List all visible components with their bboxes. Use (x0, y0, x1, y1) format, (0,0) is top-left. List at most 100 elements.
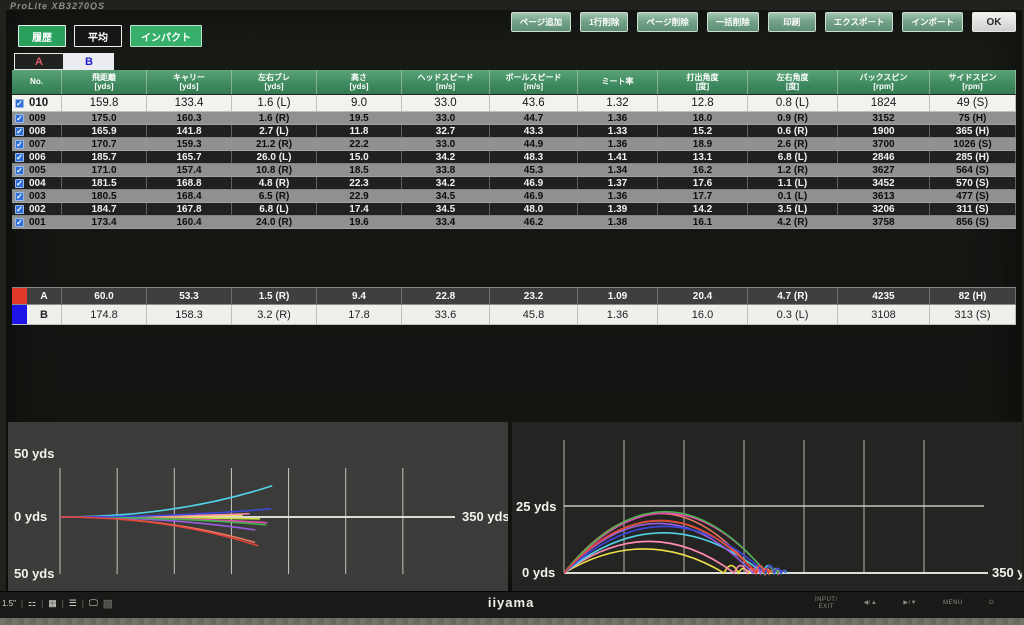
column-header: 左右ブレ [yds] (232, 70, 317, 95)
row-checkbox[interactable]: ✓ (15, 204, 24, 214)
table-cell: 33.0 (402, 95, 490, 112)
monitor-button[interactable]: ⏻ (988, 600, 994, 607)
table-cell: 48.3 (490, 151, 578, 164)
monitor-button[interactable]: ▶/▼ (903, 600, 918, 607)
table-cell: 24.0 (R) (232, 216, 317, 229)
summary-cell: 1.5 (R) (232, 288, 317, 305)
summary-cell: 313 (S) (930, 305, 1016, 325)
table-cell: 1.39 (578, 203, 658, 216)
table-row[interactable]: ✓ 010 159.8 133.4 1.6 (L) 9.0 33.0 43.6 1.32 12.8… (12, 95, 1016, 112)
table-cell: 168.4 (147, 190, 232, 203)
trajectory-line-001 (59, 516, 259, 547)
table-cell: 856 (S) (930, 216, 1016, 229)
toolbar-button[interactable]: ページ削除 (637, 12, 698, 32)
axis-tick-label: 0 yds (522, 565, 555, 580)
axis-tick-label: 50 yds (14, 566, 54, 581)
table-cell: 570 (S) (930, 177, 1016, 190)
table-row[interactable]: ✓ 001 173.4 160.4 24.0 (R) 19.6 33.4 46.2 1.38 16… (12, 216, 1016, 229)
column-unit: [m/s] (435, 82, 456, 91)
monitor-button[interactable]: ◀/▲ (863, 600, 878, 607)
table-row[interactable]: ✓ 002 184.7 167.8 6.8 (L) 17.4 34.5 48.0 1.39 14.… (12, 203, 1016, 216)
row-number-cell: ✓ 010 (12, 95, 62, 112)
column-title: キャリー (173, 72, 205, 82)
monitor-button[interactable]: MENU (943, 600, 963, 607)
column-unit: [yds] (94, 82, 114, 91)
column-header: 高さ [yds] (317, 70, 402, 95)
table-cell: 44.9 (490, 138, 578, 151)
table-cell: 1900 (838, 125, 930, 138)
toolbar-button[interactable]: エクスポート (824, 12, 894, 32)
row-checkbox[interactable]: ✓ (15, 98, 24, 108)
summary-cell: 17.8 (317, 305, 402, 325)
table-cell: 3613 (838, 190, 930, 203)
table-cell: 2.7 (L) (232, 125, 317, 138)
table-cell: 43.3 (490, 125, 578, 138)
toolbar-button[interactable]: ページ追加 (510, 12, 572, 32)
row-checkbox[interactable]: ✓ (15, 139, 24, 149)
row-checkbox[interactable]: ✓ (15, 178, 24, 188)
toolbar-button[interactable]: 1行削除 (580, 12, 629, 32)
row-checkbox[interactable]: ✓ (15, 165, 24, 175)
impact-button[interactable]: インパクト (130, 25, 202, 47)
column-title: 高さ (351, 72, 367, 82)
tab-a[interactable]: A (14, 53, 64, 70)
row-number: 004 (29, 177, 46, 189)
table-row[interactable]: ✓ 004 181.5 168.8 4.8 (R) 22.3 34.2 46.9 1.37 17.… (12, 177, 1016, 190)
table-cell: 1.41 (578, 151, 658, 164)
table-row[interactable]: ✓ 003 180.5 168.4 6.5 (R) 22.9 34.5 46.9 1.36 17.… (12, 190, 1016, 203)
table-cell: 44.7 (490, 112, 578, 125)
summary-cell: 158.3 (147, 305, 232, 325)
table-cell: 75 (H) (930, 112, 1016, 125)
row-number-cell: ✓ 006 (12, 151, 62, 164)
table-row[interactable]: ✓ 006 185.7 165.7 26.0 (L) 15.0 34.2 48.3 1.41 13… (12, 151, 1016, 164)
table-cell: 1824 (838, 95, 930, 112)
column-title: ミート率 (601, 77, 634, 87)
column-unit: [m/s] (523, 82, 544, 91)
ok-button[interactable]: OK (972, 12, 1016, 32)
table-cell: 165.7 (147, 151, 232, 164)
table-row[interactable]: ✓ 005 171.0 157.4 10.8 (R) 18.5 33.8 45.3 1.34 16… (12, 164, 1016, 177)
tab-b[interactable]: B (64, 53, 114, 70)
trajectory-arc-001 (563, 519, 773, 576)
row-number-cell: ✓ 005 (12, 164, 62, 177)
table-row[interactable]: ✓ 007 170.7 159.3 21.2 (R) 22.2 33.0 44.9 1.36 18… (12, 138, 1016, 151)
row-checkbox[interactable]: ✓ (15, 126, 24, 136)
table-cell: 1.33 (578, 125, 658, 138)
summary-row[interactable]: B 174.8 158.3 3.2 (R) 17.8 33.6 45.8 1.36 16.0 0.… (12, 305, 1016, 325)
toolbar-button[interactable]: インポート (902, 12, 963, 32)
carpet-background (0, 618, 1024, 625)
table-cell: 15.0 (317, 151, 402, 164)
table-cell: 9.0 (317, 95, 402, 112)
average-button[interactable]: 平均 (74, 25, 122, 47)
table-cell: 1.36 (578, 138, 658, 151)
history-button[interactable]: 履歴 (18, 25, 66, 47)
row-number-cell: ✓ 009 (12, 112, 62, 125)
table-cell: 17.4 (317, 203, 402, 216)
toolbar-button[interactable]: 印刷 (767, 12, 816, 32)
column-header: ヘッドスピード [m/s] (402, 70, 490, 95)
toolbar-button[interactable]: 一括削除 (706, 12, 759, 32)
table-cell: 564 (S) (930, 164, 1016, 177)
table-cell: 168.8 (147, 177, 232, 190)
table-cell: 46.2 (490, 216, 578, 229)
column-header: ボールスピード [m/s] (490, 70, 578, 95)
table-cell: 1.36 (578, 112, 658, 125)
summary-row[interactable]: A 60.0 53.3 1.5 (R) 9.4 22.8 23.2 1.09 20.4 4.7 (… (12, 288, 1016, 305)
row-checkbox[interactable]: ✓ (15, 217, 24, 227)
table-cell: 13.1 (658, 151, 748, 164)
table-row[interactable]: ✓ 008 165.9 141.8 2.7 (L) 11.8 32.7 43.3 1.33 15.… (12, 125, 1016, 138)
table-cell: 48.0 (490, 203, 578, 216)
summary-label-cell: B (12, 305, 62, 325)
table-cell: 4.2 (R) (748, 216, 838, 229)
row-checkbox[interactable]: ✓ (15, 113, 24, 123)
table-cell: 1.34 (578, 164, 658, 177)
column-header: 飛距離 [yds] (62, 70, 147, 95)
row-checkbox[interactable]: ✓ (15, 191, 24, 201)
table-cell: 1026 (S) (930, 138, 1016, 151)
table-cell: 311 (S) (930, 203, 1016, 216)
monitor-button[interactable]: INPUT/ EXIT (814, 597, 838, 610)
row-number: 007 (29, 138, 46, 150)
row-checkbox[interactable]: ✓ (15, 152, 24, 162)
table-row[interactable]: ✓ 009 175.0 160.3 1.6 (R) 19.5 33.0 44.7 1.36 18.… (12, 112, 1016, 125)
display-icon: 🖵 (88, 598, 98, 608)
